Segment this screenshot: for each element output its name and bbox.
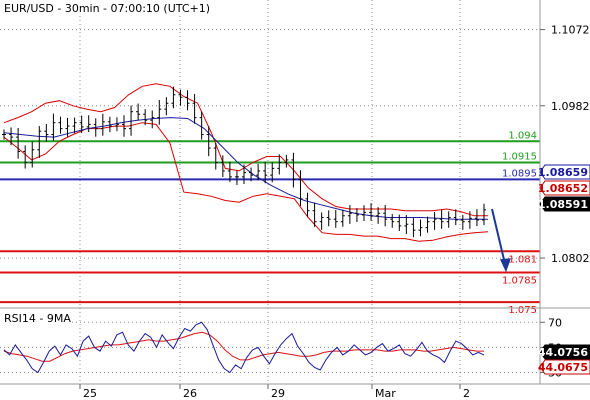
time-tick-label: 26 (183, 387, 197, 400)
level-label-support: 1.0785 (502, 275, 537, 286)
title-backdrop (0, 0, 186, 15)
rsi-series (3, 321, 485, 374)
bollinger-upper-line (3, 83, 488, 217)
level-label-support: 1.075 (508, 305, 537, 316)
rsi-tag-box (539, 359, 590, 375)
time-axis: 25 26 29 Mar 2 (79, 384, 470, 400)
price-tag-label: 1.08652 (538, 182, 588, 195)
price-tag-label: 1.08659 (538, 166, 588, 179)
price-tag-box (539, 196, 590, 212)
price-series (2, 83, 511, 273)
main-gridlines (0, 0, 540, 308)
price-tag-label: 1.08591 (538, 198, 588, 211)
rsi-tag-label: 44.0675 (538, 361, 588, 374)
level-label-pivot: 1.0895 (502, 168, 537, 179)
time-tick-label: 29 (271, 387, 285, 400)
time-tick-label: 25 (83, 387, 97, 400)
chart-title: EUR/USD - 30min - 07:00:10 (UTC+1) (4, 2, 210, 15)
rsi-tag-label: 44.0756 (538, 346, 588, 359)
rsi-ma-line (3, 331, 484, 362)
price-tags: 1.08659 1.08652 1.08591 44.0756 44.0675 (538, 164, 590, 375)
rsi-title-backdrop (0, 310, 72, 325)
rsi-line (3, 321, 485, 374)
price-axis: 1.1072 1.0982 1.0802 (540, 24, 590, 265)
rsi-title: RSI14 - 9MA (4, 312, 71, 325)
level-label-resistance: 1.0915 (502, 151, 537, 162)
level-label-support: 1.081 (508, 254, 537, 265)
price-tick-label: 1.0982 (551, 100, 590, 113)
rsi-tick-label: 70 (548, 316, 562, 329)
forecast-arrow-shaft (491, 208, 507, 269)
price-levels: 1.094 1.0915 1.0895 1.081 1.0785 1.075 (0, 130, 540, 316)
rsi-gridlines (0, 308, 540, 384)
price-tag-box (539, 164, 590, 180)
forecast-arrow-head (500, 258, 511, 273)
price-tick-label: 1.1072 (551, 24, 590, 37)
time-tick-label: 2 (463, 387, 470, 400)
moving-average-line (3, 117, 488, 220)
price-tick-label: 1.0802 (551, 252, 590, 265)
level-label-resistance: 1.094 (508, 130, 537, 141)
rsi-tag-box (539, 344, 590, 360)
time-tick-label: Mar (375, 387, 396, 400)
price-tag-box (539, 180, 590, 196)
